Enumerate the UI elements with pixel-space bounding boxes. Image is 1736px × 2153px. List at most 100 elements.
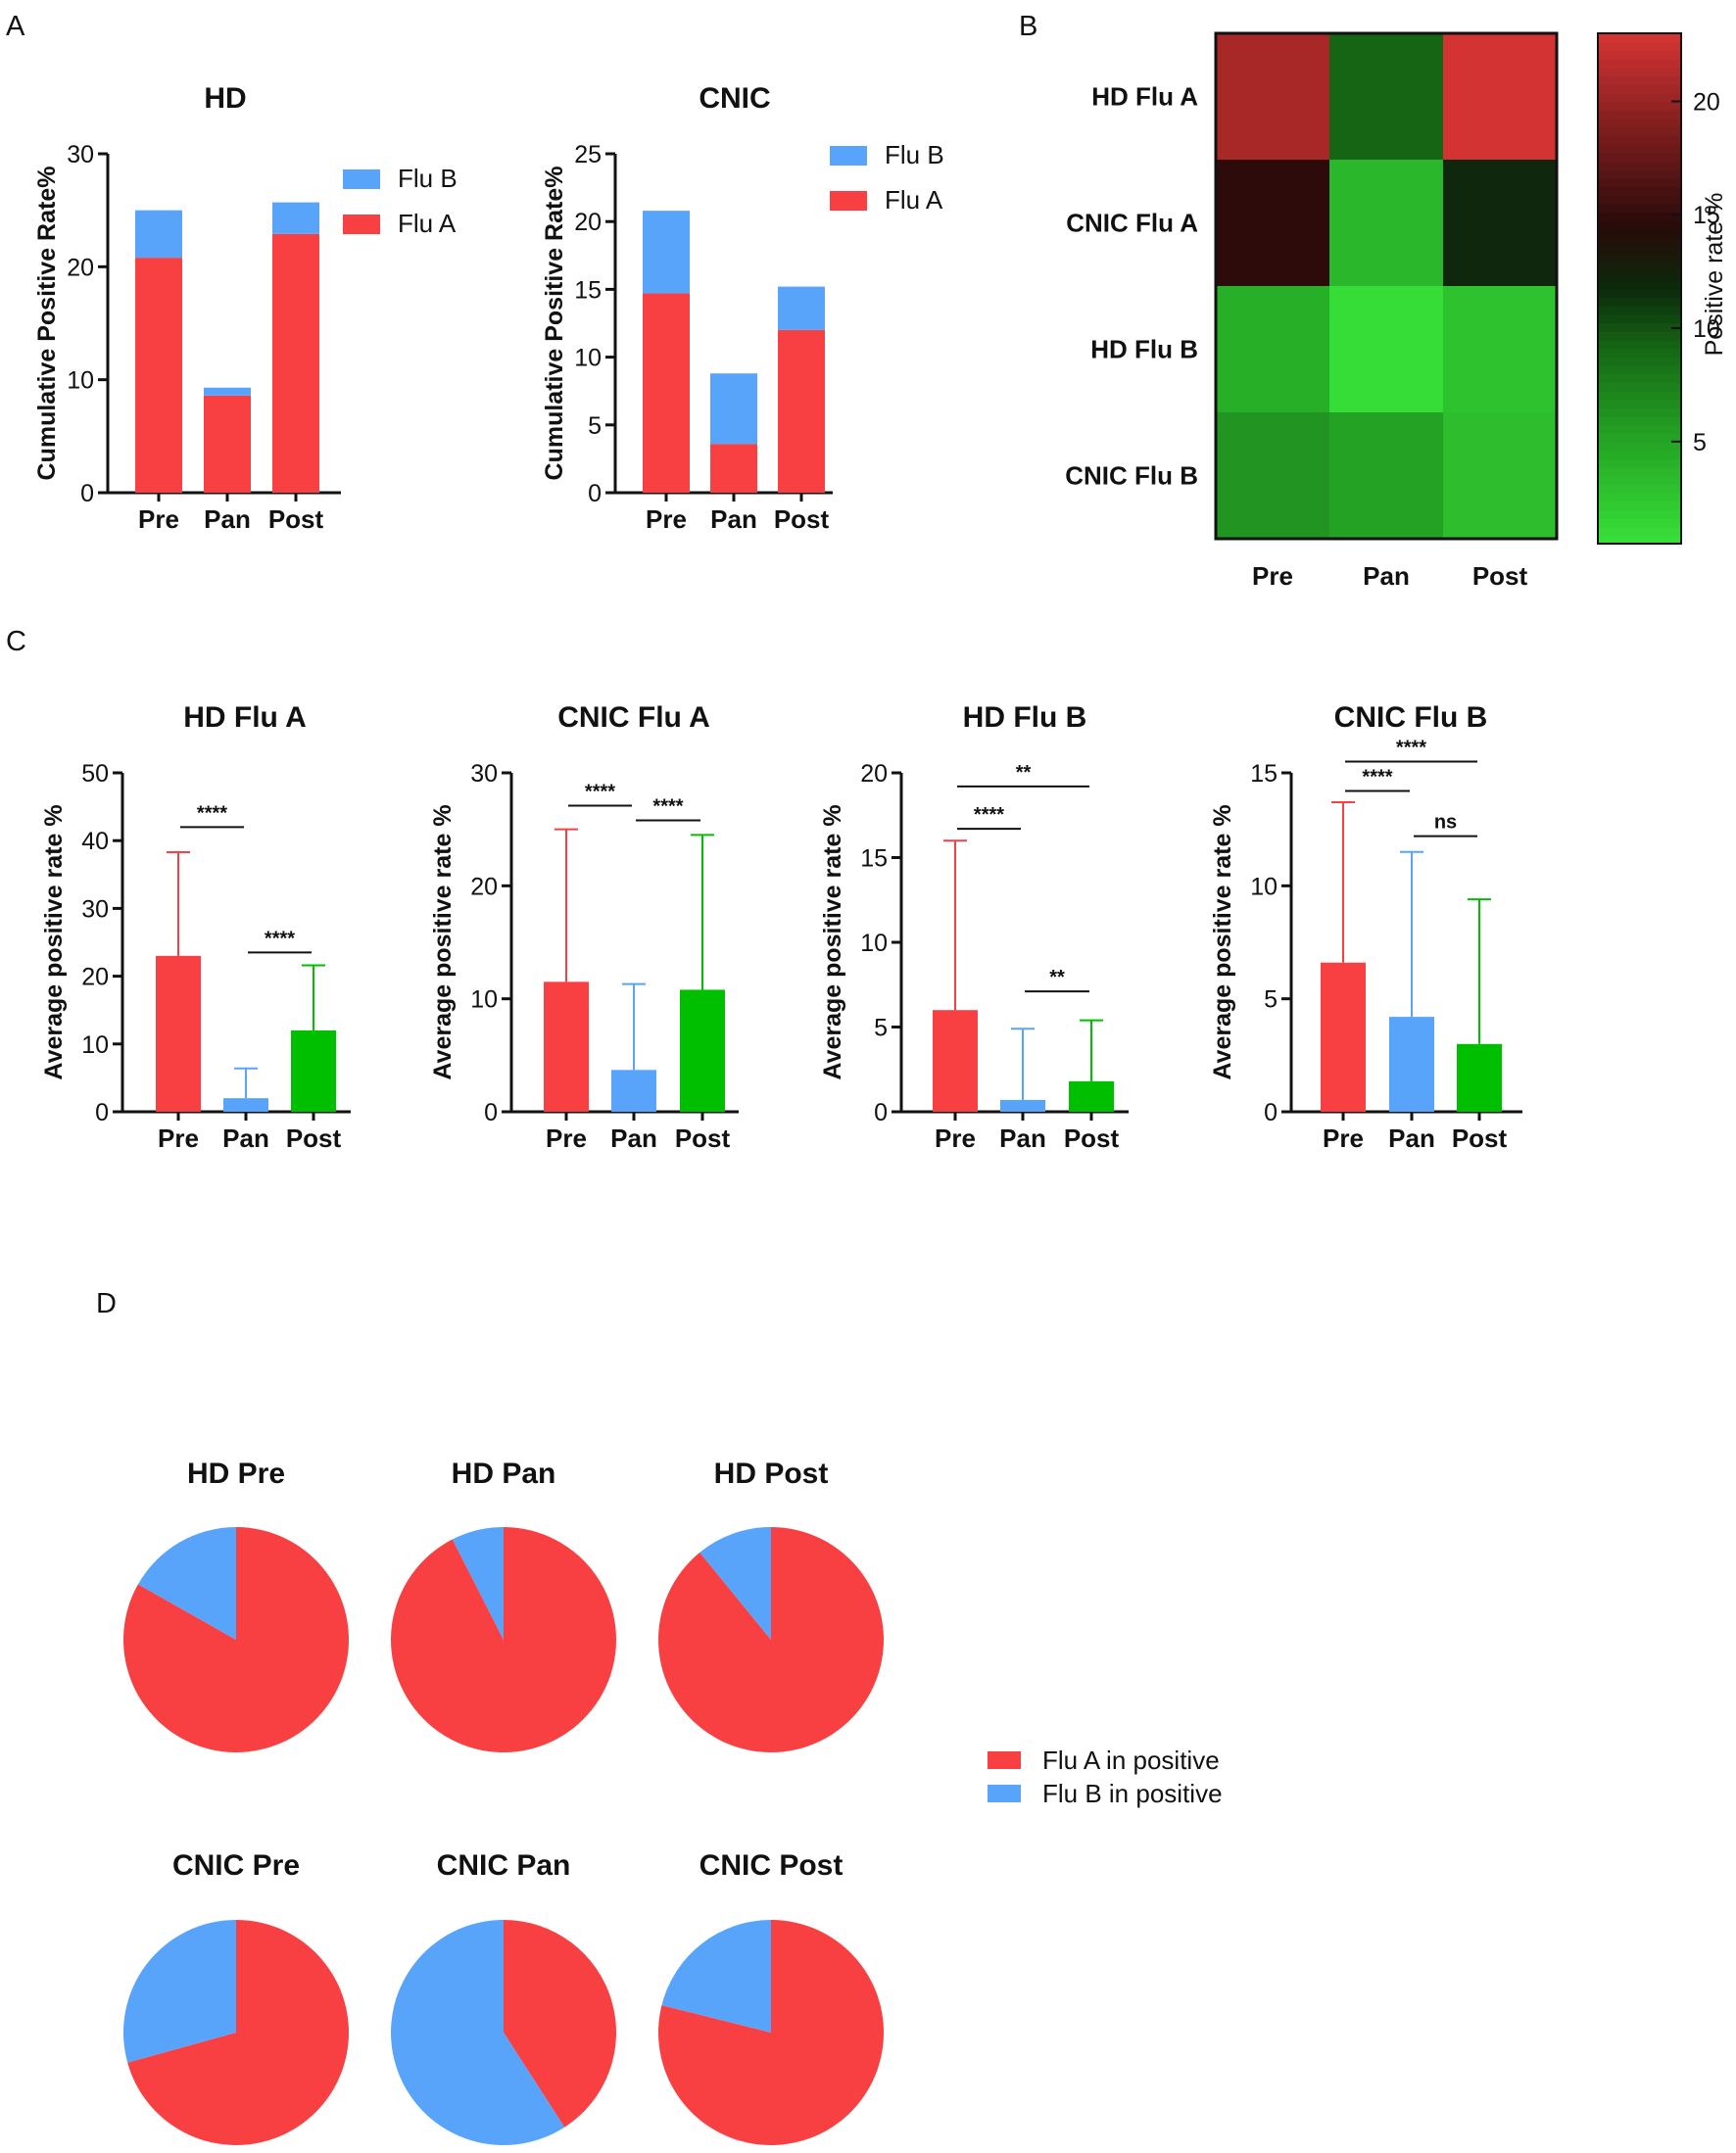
y-tick-label: 10 <box>470 986 498 1014</box>
chart-title: CNIC Flu A <box>557 701 710 734</box>
colorbar-band <box>1598 237 1681 247</box>
bar-segment-flu-a <box>272 233 319 494</box>
colorbar-band <box>1598 194 1681 205</box>
colorbar-band <box>1598 475 1681 486</box>
colorbar-band <box>1598 84 1681 94</box>
significance-label: **** <box>585 781 615 802</box>
chart-title: CNIC Flu B <box>1334 701 1488 734</box>
colorbar-band <box>1598 348 1681 358</box>
bar-segment-flu-a <box>643 293 690 493</box>
pie-title: CNIC Pan <box>437 1849 571 1882</box>
heatmap-col-label: Post <box>1472 561 1528 591</box>
significance-label: ** <box>1049 967 1065 988</box>
y-tick-label: 15 <box>1250 760 1278 788</box>
pie-title: HD Post <box>714 1458 829 1490</box>
pie-hd-pan: HD Pan <box>390 1458 616 1752</box>
colorbar-tick-label: 20 <box>1693 88 1720 116</box>
y-tick-label: 10 <box>574 345 602 372</box>
x-tick-label: Post <box>675 1124 731 1153</box>
bar-segment-flu-b <box>272 202 319 234</box>
pie-slice-flu-a <box>658 1919 885 2145</box>
panel-letter-d: D <box>96 1288 117 1319</box>
pie-slice-flu-b <box>661 1920 771 2033</box>
y-tick-label: 30 <box>81 895 109 923</box>
y-tick-label: 25 <box>574 141 602 168</box>
y-tick-label: 5 <box>588 412 602 440</box>
chart-title: HD Flu B <box>963 701 1087 734</box>
pie-title: HD Pre <box>187 1458 285 1490</box>
y-tick-label: 30 <box>67 141 94 168</box>
colorbar-band <box>1598 263 1681 272</box>
heatmap-row-label: HD Flu A <box>1091 82 1198 112</box>
x-tick-label: Post <box>268 504 324 534</box>
x-tick-label: Pan <box>610 1124 657 1153</box>
y-axis-label: Cumulative Positive Rate% <box>33 167 61 481</box>
colorbar-band <box>1598 271 1681 281</box>
y-axis-label: Average positive rate % <box>819 804 846 1079</box>
colorbar-band <box>1598 203 1681 214</box>
pie-hd-post: HD Post <box>657 1458 884 1752</box>
significance-label: **** <box>1362 766 1392 788</box>
y-axis-label: Average positive rate % <box>40 804 68 1079</box>
x-tick-label: Pre <box>935 1124 976 1153</box>
x-tick-label: Pre <box>546 1124 587 1153</box>
y-tick-label: 0 <box>588 480 602 507</box>
legend-label: Flu B <box>398 164 458 193</box>
heatmap-row-label: CNIC Flu A <box>1066 209 1198 238</box>
bar-chart-hd-flu-b: HD Flu B 0 5 10 15 20 Average positive rate % P… <box>819 701 1129 1153</box>
colorbar-band <box>1598 450 1681 459</box>
colorbar-band <box>1598 177 1681 188</box>
chart-title: CNIC <box>699 82 770 115</box>
heatmap-cell <box>1443 33 1557 160</box>
pie-cnic-pre: CNIC Pre <box>122 1849 349 2146</box>
x-tick-label: Pre <box>646 504 687 534</box>
colorbar-band <box>1598 433 1681 443</box>
colorbar-band <box>1598 254 1681 264</box>
bar-post <box>291 1029 336 1112</box>
bar-segment-flu-b <box>204 387 251 396</box>
y-axis-label: Cumulative Positive Rate% <box>541 167 568 481</box>
legend-swatch <box>343 169 380 189</box>
colorbar-band <box>1598 168 1681 179</box>
colorbar-band <box>1598 75 1681 85</box>
colorbar-band <box>1598 526 1681 537</box>
y-tick-label: 30 <box>470 760 498 788</box>
bar-pan <box>1389 1017 1434 1112</box>
heatmap-cell <box>1216 160 1329 286</box>
bar-segment-flu-b <box>778 286 825 330</box>
x-tick-label: Pre <box>138 504 179 534</box>
x-tick-label: Pan <box>999 1124 1046 1153</box>
chart-title: HD Flu A <box>183 701 307 734</box>
y-tick-label: 20 <box>574 209 602 236</box>
colorbar-label: Positive rate % <box>1701 193 1728 357</box>
colorbar-band <box>1598 67 1681 77</box>
y-axis-label: Average positive rate % <box>429 804 457 1079</box>
colorbar-band <box>1598 126 1681 136</box>
significance-label: ns <box>1434 812 1457 834</box>
bar-post <box>1457 1043 1502 1112</box>
y-tick-label: 20 <box>470 873 498 900</box>
heatmap-col-label: Pre <box>1252 561 1293 591</box>
colorbar-band <box>1598 509 1681 519</box>
colorbar-band <box>1598 415 1681 426</box>
y-tick-label: 15 <box>860 845 888 873</box>
significance-label: **** <box>265 928 295 949</box>
legend-label: Flu B <box>885 140 944 169</box>
bar-pre <box>544 981 589 1112</box>
chart-title: HD <box>204 82 246 115</box>
legend-swatch <box>343 215 380 234</box>
colorbar-band <box>1598 517 1681 528</box>
pie-slice-flu-b <box>391 1920 565 2145</box>
colorbar-band <box>1598 118 1681 128</box>
bar-segment-flu-a <box>204 395 251 493</box>
colorbar-band <box>1598 484 1681 494</box>
heatmap-cell <box>1216 412 1329 539</box>
bar-pan <box>611 1070 656 1112</box>
colorbar-band <box>1598 288 1681 298</box>
bar-pre <box>1321 962 1366 1112</box>
pie-cnic-pan: CNIC Pan <box>391 1849 617 2145</box>
colorbar-band <box>1598 390 1681 401</box>
colorbar-tick-label: 5 <box>1693 429 1707 456</box>
colorbar-band <box>1598 33 1681 43</box>
pie-title: HD Pan <box>452 1458 556 1490</box>
